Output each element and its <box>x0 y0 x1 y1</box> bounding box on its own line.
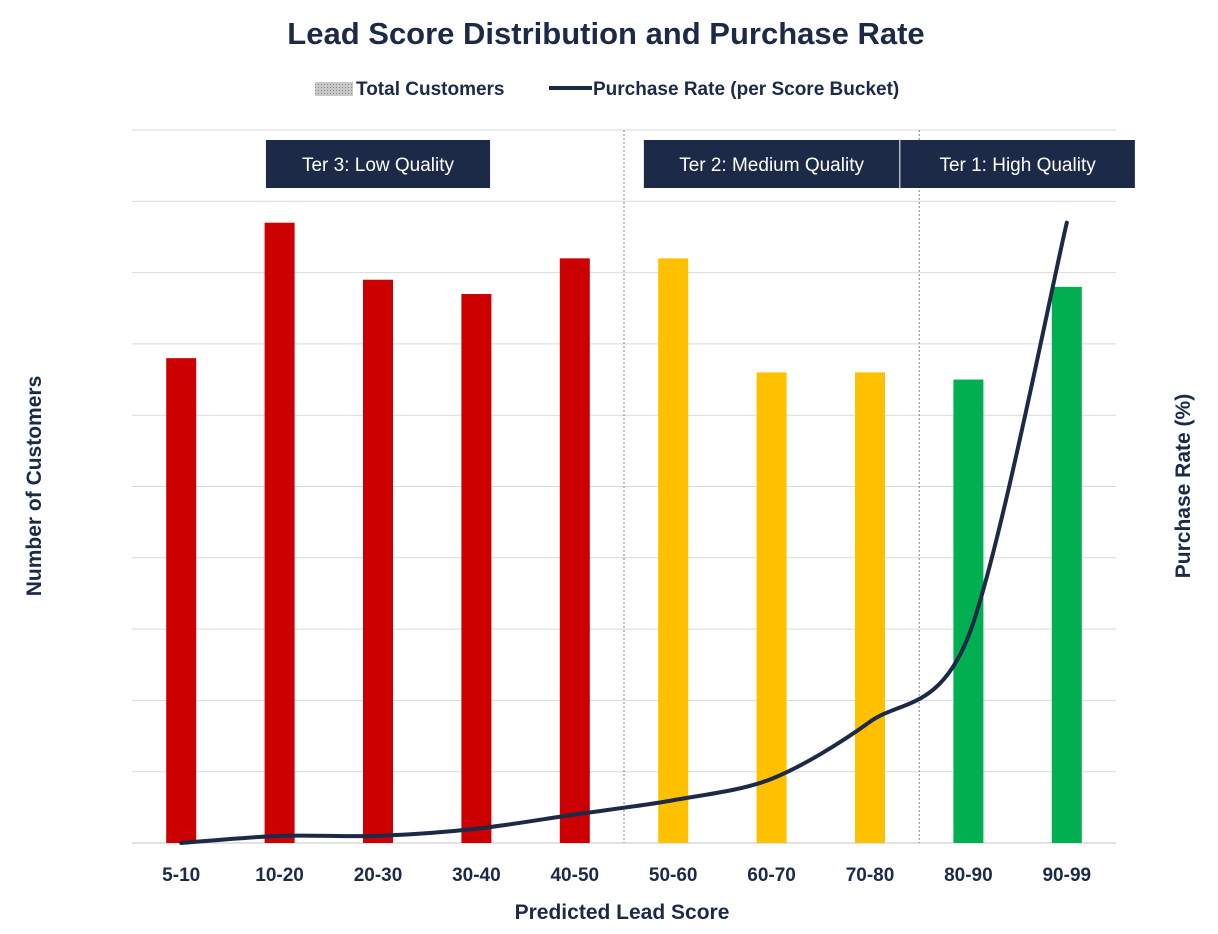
x-tick-label: 40-50 <box>550 865 599 886</box>
bar <box>264 222 295 843</box>
x-axis-label: Predicted Lead Score <box>515 901 730 924</box>
tier-label-box <box>265 140 491 188</box>
x-tick-label: 20-30 <box>354 865 403 886</box>
purchase-rate-line <box>179 220 1069 845</box>
x-tick-label: 10-20 <box>255 865 304 886</box>
bar <box>363 279 393 844</box>
y-axis-label: Number of Customers <box>23 376 46 597</box>
tier-labels: Ter 3: Low Quality Ter 2: Medium Quality T… <box>265 140 1135 188</box>
x-tick-labels: 5-10 10-20 20-30 30-40 40-50 50-60 60-70 70-80 8… <box>162 865 1091 886</box>
chart-title: Lead Score Distribution and Purchase Rat… <box>287 16 924 51</box>
bar <box>855 372 885 843</box>
bar-series <box>166 222 1082 844</box>
bar <box>658 258 689 844</box>
bar <box>559 258 590 844</box>
legend-swatch-bars <box>315 82 353 96</box>
legend-label-bars: Total Customers <box>356 79 505 100</box>
tier-label-box <box>900 140 1135 188</box>
bar <box>756 372 787 843</box>
x-tick-label: 5-10 <box>162 865 200 886</box>
x-tick-label: 60-70 <box>747 865 796 886</box>
tier-label: Ter 1: High Quality <box>939 155 1096 176</box>
x-tick-label: 90-99 <box>1042 865 1091 886</box>
bar <box>166 358 197 843</box>
tier-label-box <box>643 140 900 188</box>
x-tick-label: 80-90 <box>944 865 993 886</box>
x-tick-label: 30-40 <box>452 865 501 886</box>
x-tick-label: 70-80 <box>846 865 895 886</box>
bar <box>1051 286 1082 843</box>
tier-dividers <box>623 130 920 843</box>
tier-label: Ter 2: Medium Quality <box>679 155 864 176</box>
purchase-rate-series <box>179 220 1069 845</box>
x-tick-label: 50-60 <box>649 865 698 886</box>
legend-label-line: Purchase Rate (per Score Bucket) <box>593 79 899 100</box>
bar <box>461 293 492 843</box>
legend: Total Customers Purchase Rate (per Score… <box>315 79 899 100</box>
y2-axis-label: Purchase Rate (%) <box>1172 394 1195 578</box>
tier-label: Ter 3: Low Quality <box>302 155 455 176</box>
